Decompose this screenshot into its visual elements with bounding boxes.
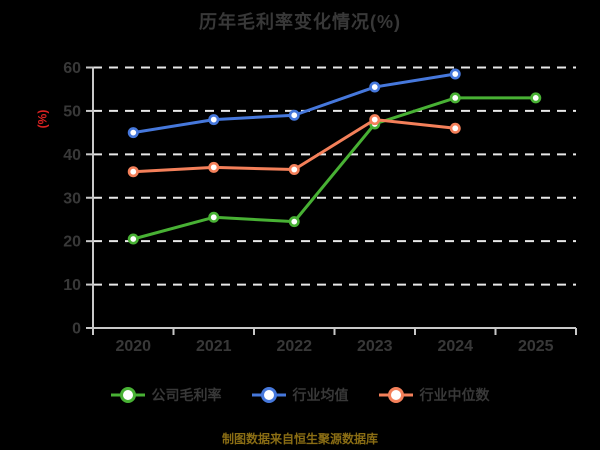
legend-marker-icon <box>378 387 413 403</box>
legend-item-公司毛利率: 公司毛利率 <box>110 385 222 405</box>
data-point-marker <box>127 233 139 245</box>
y-tick-label: 0 <box>72 321 81 338</box>
data-point-marker <box>288 164 300 176</box>
chart-title: 历年毛利率变化情况(%) <box>199 12 401 32</box>
data-point-marker <box>288 216 300 228</box>
data-source-note: 制图数据来自恒生聚源数据库 <box>221 432 378 446</box>
x-tick-label: 2020 <box>115 338 151 355</box>
y-tick-label: 40 <box>63 147 81 164</box>
legend-item-行业中位数: 行业中位数 <box>378 385 490 405</box>
y-tick-label: 10 <box>63 277 81 294</box>
legend-marker-icon <box>110 387 145 403</box>
legend-label: 行业均值 <box>292 387 349 403</box>
y-tick-label: 20 <box>63 234 81 251</box>
data-point-marker <box>369 114 381 126</box>
x-tick-label: 2021 <box>196 338 232 355</box>
data-point-marker <box>449 92 461 104</box>
data-point-marker <box>127 166 139 178</box>
series-line <box>133 118 456 174</box>
y-tick-label: 30 <box>63 190 81 207</box>
data-point-marker <box>208 211 220 223</box>
legend-label: 公司毛利率 <box>151 387 222 403</box>
legend-item-行业均值: 行业均值 <box>251 385 349 405</box>
y-tick-label: 50 <box>63 103 81 120</box>
data-point-marker <box>208 114 220 126</box>
data-point-marker <box>449 68 461 80</box>
legend-marker-icon <box>251 387 286 403</box>
series-line <box>132 96 536 241</box>
y-tick-label: 60 <box>63 60 81 77</box>
data-point-marker <box>530 92 542 104</box>
x-tick-label: 2024 <box>437 338 473 355</box>
legend-label: 行业中位数 <box>419 387 490 403</box>
data-point-marker <box>127 127 139 139</box>
x-tick-label: 2023 <box>357 338 393 355</box>
chart-legend: 公司毛利率 行业均值 行业中位数 <box>0 385 600 405</box>
data-point-marker <box>208 161 220 173</box>
data-point-marker <box>449 122 461 134</box>
data-point-marker <box>288 109 300 121</box>
data-point-marker <box>369 81 381 93</box>
x-tick-label: 2022 <box>276 338 312 355</box>
x-tick-label: 2025 <box>518 338 554 355</box>
